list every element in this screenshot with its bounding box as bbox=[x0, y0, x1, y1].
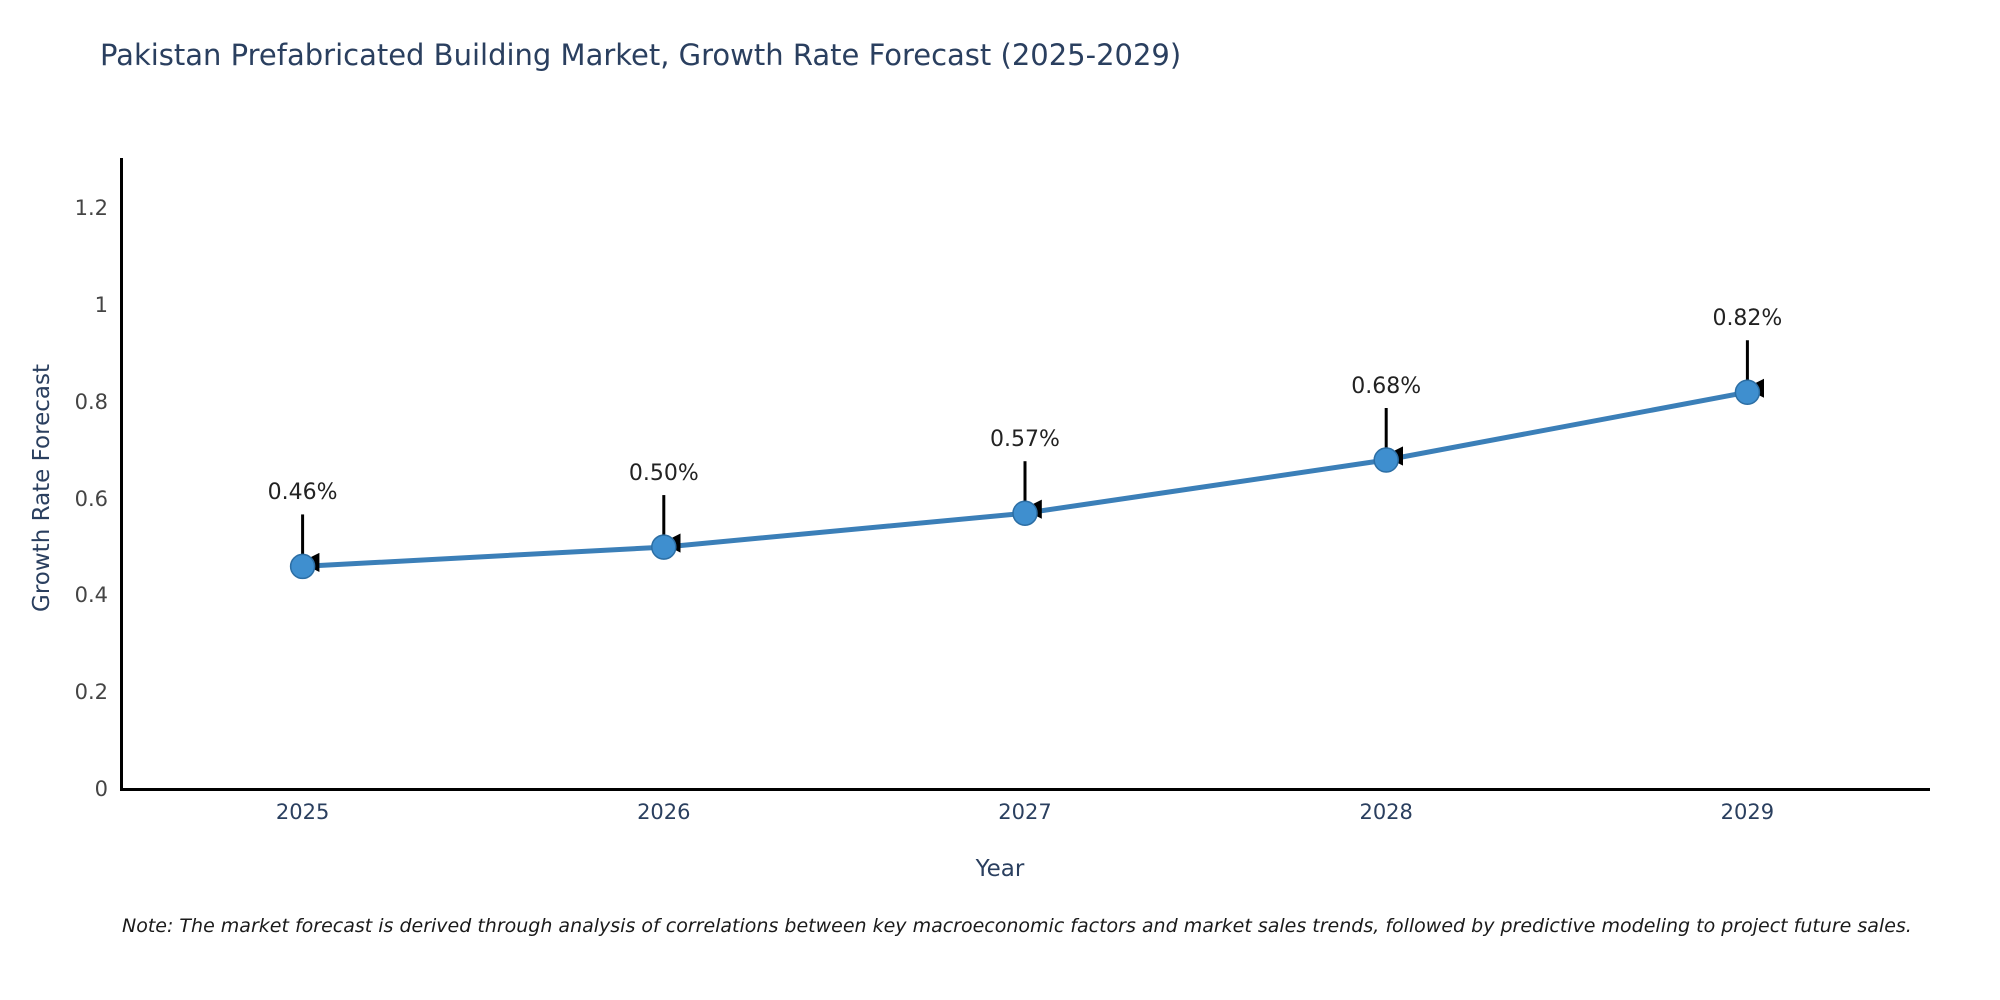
x-axis-tick-label: 2028 bbox=[1359, 800, 1413, 824]
x-axis-tick-label: 2025 bbox=[275, 800, 330, 824]
x-axis-tick-label: 2027 bbox=[998, 800, 1052, 824]
data-point-marker[interactable] bbox=[289, 553, 316, 580]
y-axis-tick-label: 0.2 bbox=[74, 680, 108, 705]
data-point-markers bbox=[289, 379, 1761, 580]
data-point-marker[interactable] bbox=[1734, 379, 1761, 405]
forecast-line bbox=[300, 389, 1750, 569]
y-axis-tick-label: 1 bbox=[94, 293, 108, 318]
data-point-label: 0.50% bbox=[628, 461, 699, 487]
chart-title: Pakistan Prefabricated Building Market, … bbox=[100, 38, 1182, 72]
x-axis-tick-label: 2029 bbox=[1720, 800, 1775, 824]
y-axis-tick-label: 1.2 bbox=[74, 196, 108, 221]
data-point-marker[interactable] bbox=[651, 534, 677, 560]
y-axis-tick-label: 0.8 bbox=[74, 389, 108, 414]
x-axis-tick-label: 2026 bbox=[637, 800, 691, 824]
footnote-text: Note: The market forecast is derived thr… bbox=[122, 915, 1912, 937]
y-axis-tick-labels: 0 0.2 0.4 0.6 0.8 1 1.2 bbox=[0, 0, 108, 1000]
x-axis-title: Year bbox=[975, 856, 1025, 882]
data-point-label: 0.46% bbox=[267, 480, 338, 506]
y-axis-line bbox=[120, 158, 123, 790]
y-axis-tick-label: 0.6 bbox=[74, 486, 108, 511]
data-point-label: 0.82% bbox=[1712, 306, 1783, 332]
data-point-label: 0.68% bbox=[1351, 373, 1422, 399]
y-axis-title: Growth Rate Forecast bbox=[29, 364, 55, 612]
x-axis-line bbox=[120, 788, 1930, 791]
y-axis-tick-label: 0.4 bbox=[74, 583, 108, 608]
data-point-marker[interactable] bbox=[1373, 447, 1399, 473]
data-point-label: 0.57% bbox=[990, 427, 1060, 453]
y-axis-tick-label: 0 bbox=[94, 777, 108, 801]
data-point-marker[interactable] bbox=[1012, 500, 1038, 526]
